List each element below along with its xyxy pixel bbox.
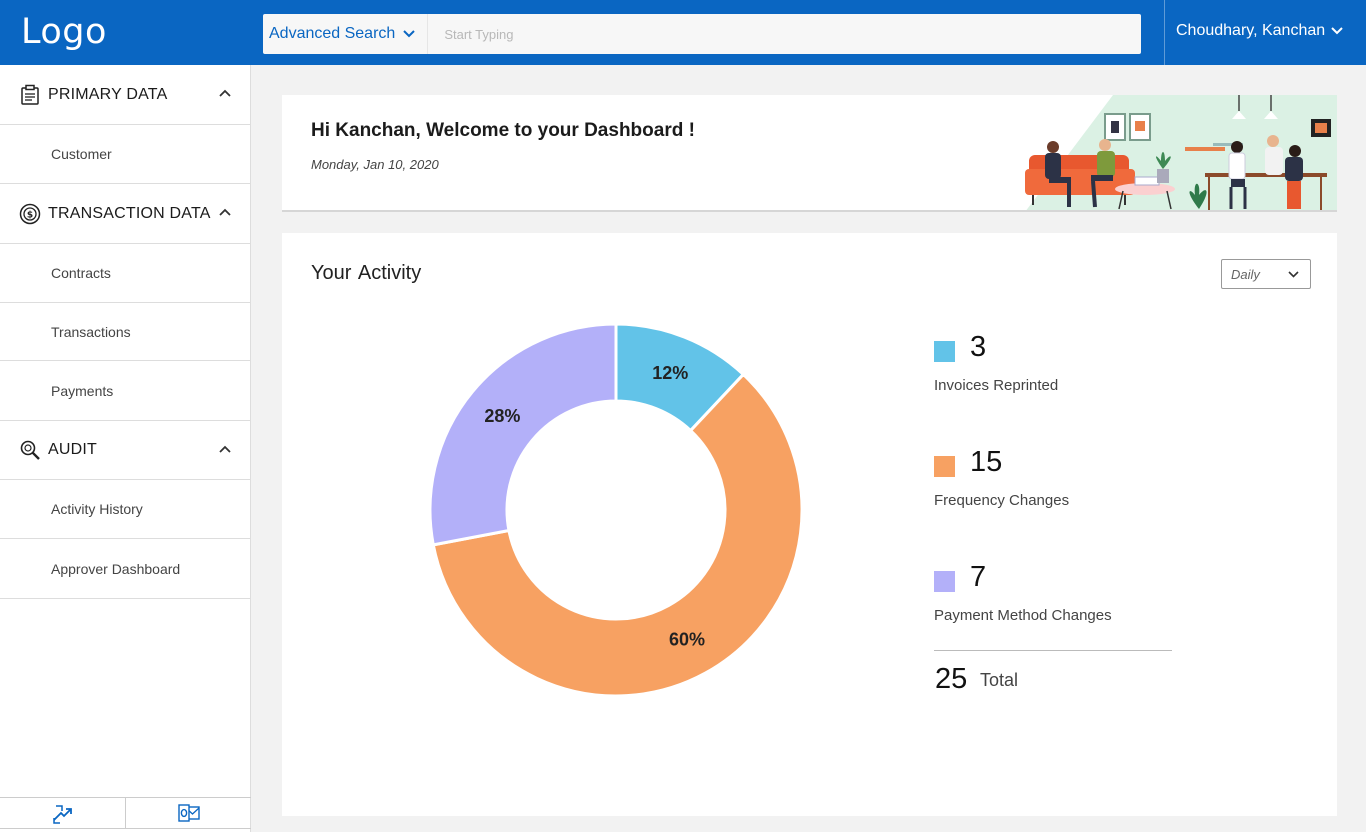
legend-swatch: [934, 341, 955, 362]
audit-search-icon: [19, 439, 41, 461]
sidebar-item-customer[interactable]: Customer: [0, 125, 250, 184]
advanced-search-label: Advanced Search: [269, 25, 396, 42]
sidebar-item-transactions[interactable]: Transactions: [0, 303, 250, 361]
search-input[interactable]: [428, 14, 1141, 54]
activity-card: Your Activity Daily 12% 60% 28% 3 Invoices…: [282, 233, 1337, 816]
legend-value: 3: [970, 331, 987, 363]
chevron-down-icon: [1288, 271, 1299, 278]
transfer-arrows-icon: [52, 805, 72, 824]
legend-label: Payment Method Changes: [934, 607, 1112, 624]
welcome-title: Hi Kanchan, Welcome to your Dashboard !: [311, 120, 695, 141]
legend-label: Frequency Changes: [934, 492, 1070, 509]
total-label: Total: [980, 670, 1019, 690]
top-header: Logo Advanced Search Choudhary, Kanchan: [0, 0, 1366, 65]
welcome-card: Hi Kanchan, Welcome to your Dashboard ! …: [282, 95, 1337, 212]
sidebar-footer: [0, 797, 251, 829]
legend-label: Invoices Reprinted: [934, 377, 1059, 394]
chevron-down-icon: [403, 30, 416, 38]
user-menu[interactable]: Choudhary, Kanchan: [1176, 22, 1343, 40]
sidebar-section-transaction-data[interactable]: $ TRANSACTION DATA: [0, 184, 250, 244]
advanced-search-dropdown[interactable]: Advanced Search: [263, 14, 427, 54]
sidebar-section-primary-data[interactable]: PRIMARY DATA: [0, 65, 250, 125]
sidebar-item-contracts[interactable]: Contracts: [0, 244, 250, 303]
slice-label-invoices: 12%: [652, 363, 688, 383]
user-name: Choudhary, Kanchan: [1176, 22, 1326, 39]
sidebar-item-approver-dashboard[interactable]: Approver Dashboard: [0, 539, 250, 599]
period-dropdown[interactable]: Daily: [1221, 259, 1311, 289]
transfer-button[interactable]: [0, 798, 126, 828]
search-bar: Advanced Search: [263, 14, 1141, 54]
header-divider: [1164, 0, 1165, 65]
search-divider: [427, 14, 429, 54]
sidebar-item-payments[interactable]: Payments: [0, 361, 250, 421]
chevron-up-icon: [219, 89, 231, 97]
welcome-date: Monday, Jan 10, 2020: [311, 157, 439, 172]
dollar-coin-icon: $: [19, 203, 41, 225]
sidebar: PRIMARY DATA Customer $ TRANSACTION DATA…: [0, 65, 251, 832]
slice-label-frequency: 60%: [669, 629, 705, 649]
sidebar-section-label: AUDIT: [48, 441, 97, 458]
activity-donut-chart: 12% 60% 28%: [430, 324, 802, 696]
donut-slice-payment[interactable]: [430, 324, 618, 547]
sidebar-section-audit[interactable]: AUDIT: [0, 421, 250, 480]
donut-slice-frequency[interactable]: [431, 372, 802, 696]
legend-value: 15: [970, 446, 1003, 478]
slice-label-payment: 28%: [484, 406, 520, 426]
total-value: 25: [935, 663, 968, 695]
sidebar-section-label: TRANSACTION DATA: [48, 204, 211, 222]
outlook-button[interactable]: [126, 798, 251, 828]
sidebar-item-activity-history[interactable]: Activity History: [0, 480, 250, 539]
sidebar-section-label: PRIMARY DATA: [48, 85, 168, 103]
period-value: Daily: [1231, 266, 1260, 282]
outlook-mail-icon: [177, 804, 200, 822]
legend-swatch: [934, 571, 955, 592]
legend-swatch: [934, 456, 955, 477]
app-logo[interactable]: Logo: [21, 12, 107, 52]
total-divider: [934, 650, 1172, 651]
chevron-down-icon: [1331, 27, 1343, 35]
chevron-up-icon: [219, 445, 231, 453]
office-illustration: [1025, 95, 1337, 210]
chevron-up-icon: [219, 208, 231, 216]
legend-value: 7: [970, 561, 987, 593]
clipboard-icon: [19, 84, 41, 106]
activity-title: Your Activity: [311, 262, 422, 284]
svg-text:$: $: [27, 210, 33, 220]
